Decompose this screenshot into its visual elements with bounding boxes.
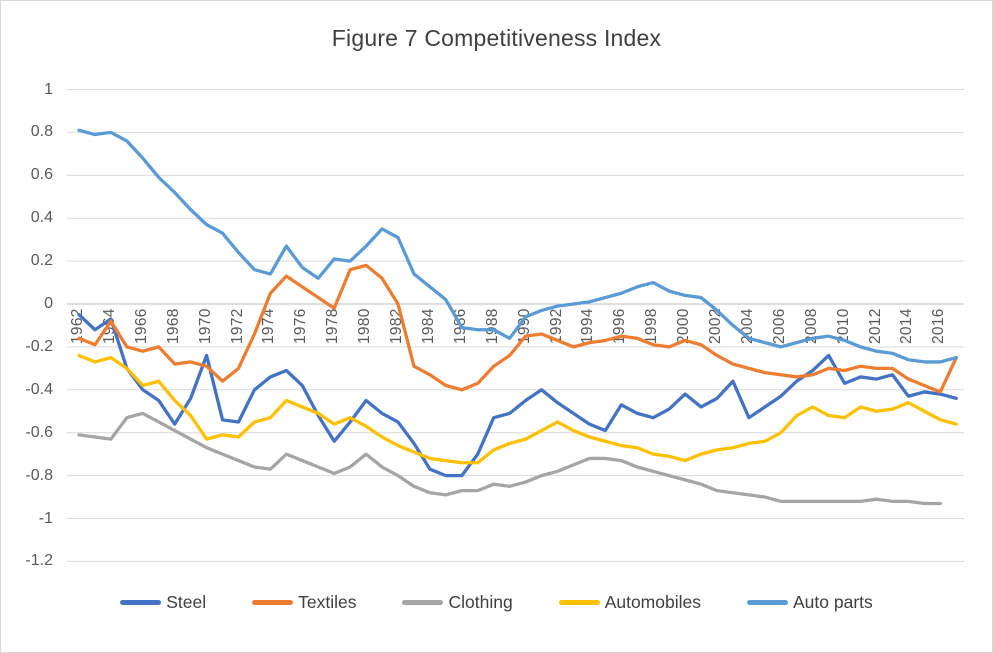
x-tick-label: 2014 — [898, 308, 916, 344]
x-tick-label: 1984 — [419, 308, 437, 344]
x-tick-label: 2012 — [866, 308, 884, 344]
x-tick-label: 1982 — [388, 308, 405, 344]
y-tick-label: 0.8 — [30, 123, 53, 141]
x-tick-label: 2016 — [930, 308, 948, 344]
x-tick-label: 1970 — [196, 308, 214, 344]
legend-item-steel: Steel — [120, 592, 206, 613]
legend-swatch-icon — [558, 600, 600, 605]
x-tick-label: 2004 — [738, 308, 756, 344]
legend-label: Clothing — [448, 592, 513, 612]
y-tick-label: 0 — [44, 295, 53, 312]
y-tick-label: -1.2 — [25, 552, 53, 570]
y-tick-label: 0.4 — [30, 209, 53, 227]
x-tick-label: 1968 — [164, 308, 182, 344]
legend-label: Steel — [166, 592, 207, 612]
x-tick-label: 1992 — [547, 308, 565, 344]
x-tick-label: 2010 — [834, 308, 852, 344]
x-tick-label: 1986 — [451, 308, 469, 344]
x-tick-label: 1994 — [579, 308, 597, 344]
legend-swatch-icon — [747, 600, 788, 605]
x-tick-label: 1964 — [100, 308, 118, 344]
legend: Steel Textiles Clothing Automobiles Auto par… — [1, 592, 992, 613]
legend-label: Textiles — [298, 592, 357, 612]
x-tick-label: 1996 — [611, 308, 629, 344]
x-tick-label: 1980 — [356, 308, 374, 344]
y-tick-label: -0.6 — [25, 423, 53, 441]
y-tick-label: 0.6 — [30, 166, 53, 184]
y-tick-label: 1 — [44, 80, 53, 98]
x-tick-label: 2006 — [770, 308, 788, 344]
legend-item-auto-parts: Auto parts — [747, 592, 873, 613]
x-tick-label: 1966 — [132, 308, 150, 344]
x-tick-label: 1998 — [643, 308, 661, 344]
y-tick-label: -0.8 — [25, 466, 53, 484]
legend-swatch-icon — [120, 600, 162, 605]
y-tick-label: -0.4 — [25, 380, 53, 398]
x-tick-label: 1974 — [260, 308, 278, 344]
legend-item-clothing: Clothing — [402, 592, 513, 613]
y-tick-label: -1 — [38, 509, 53, 527]
x-tick-label: 2008 — [802, 308, 820, 344]
x-tick-label: 1976 — [292, 308, 310, 344]
series-line-clothing — [77, 411, 942, 506]
series-line-automobiles — [77, 353, 958, 465]
legend-label: Auto parts — [793, 592, 873, 612]
x-tick-label: 1962 — [69, 308, 86, 344]
chart-title: Figure 7 Competitiveness Index — [331, 25, 662, 51]
x-tick-label: 2000 — [675, 308, 693, 344]
legend-item-textiles: Textiles — [252, 592, 356, 613]
y-tick-label: 0.2 — [30, 252, 53, 270]
x-tick-label: 1988 — [483, 308, 501, 344]
x-tick-label: 1972 — [228, 308, 246, 344]
legend-item-automobiles: Automobiles — [558, 592, 701, 613]
x-tick-label: 2002 — [707, 308, 724, 344]
y-tick-label: -0.2 — [25, 337, 53, 355]
legend-label: Automobiles — [604, 592, 701, 612]
x-tick-label: 1990 — [515, 308, 533, 344]
x-tick-label: 1978 — [324, 308, 342, 344]
legend-swatch-icon — [402, 600, 444, 605]
legend-swatch-icon — [252, 600, 294, 605]
